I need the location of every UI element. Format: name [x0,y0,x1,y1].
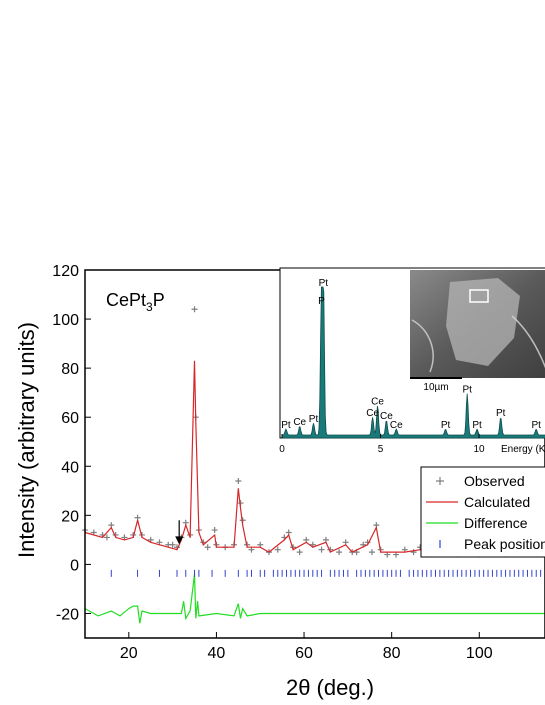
eds-peak-label-5: Ce [366,408,379,419]
difference-line [84,574,545,624]
sem-particle [446,278,520,366]
eds-spectrum-fill [281,286,545,439]
eds-peak-label-0: Pt [281,420,291,431]
y-tick-label-0: -20 [56,606,79,623]
y-tick-label-4: 60 [61,410,79,427]
observed-point-18 [191,306,198,313]
eds-peak-label-10: Pt [462,385,472,396]
observed-point-41 [318,546,325,553]
legend: Observed Calculated Difference Peak positio… [420,466,545,558]
y-tick-label-1: 0 [70,557,79,574]
observed-point-44 [336,549,343,556]
x-tick-label-1: 40 [208,645,226,662]
observed-point-34 [274,546,281,553]
y-tick-label-2: 20 [61,508,79,525]
eds-peak-label-3: P [318,296,325,307]
compound-label: CePt3P [106,290,165,314]
eds-peak-label-7: Ce [380,411,393,422]
x-tick-label-2: 60 [295,645,313,662]
observed-point-27 [235,477,242,484]
x-tick-label-4: 100 [466,645,493,662]
sem-inset: 10µm [410,270,545,393]
y-tick-label-5: 80 [61,361,79,378]
calculated-line [84,360,545,556]
legend-box [420,466,545,558]
compound-label-tail: P [153,290,165,310]
eds-peak-label-12: Pt [496,408,506,419]
y-tick-label-6: 100 [52,312,79,329]
x-tick-label-3: 80 [383,645,401,662]
y-tick-label-7: 120 [52,263,79,280]
observed-point-23 [211,527,218,534]
eds-peak-label-1: Ce [293,417,306,428]
eds-x-tick-label-1: 5 [378,444,384,455]
sem-crack [411,315,545,373]
legend-label-3: Peak position [464,536,545,552]
eds-x-tick-label-2: 10 [473,444,485,455]
eds-peak-label-11: Pt [472,420,482,431]
observed-point-13 [169,541,176,548]
x-tick-label-0: 20 [120,645,138,662]
compound-label-base: CePt [106,290,146,310]
legend-label-0: Observed [464,473,525,489]
sem-scale-label: 10µm [423,382,448,393]
observed-point-3 [103,534,110,541]
y-tick-label-3: 40 [61,459,79,476]
x-axis-title: 2θ (deg.) [286,675,374,700]
observed-point-50 [368,549,375,556]
observed-point-8 [134,514,141,521]
eds-x-tick-label-0: 0 [279,444,285,455]
legend-items: Observed Calculated Difference Peak positio… [426,473,545,552]
legend-swatch-0 [436,477,444,485]
eds-peak-label-6: Ce [371,396,384,407]
y-axis-title: Intensity (arbitrary units) [14,322,39,558]
observed-point-38 [296,549,303,556]
sem-selection-box [469,289,489,303]
legend-label-1: Calculated [464,494,530,510]
eds-ticks: 0 5 10 [279,434,485,455]
eds-peak-label-13: Pt [531,420,541,431]
compound-label-subscript: 3 [146,300,153,314]
eds-peak-label-2: Pt [309,414,319,425]
legend-label-2: Difference [464,515,528,531]
observed-point-22 [204,544,211,551]
eds-peak-label-9: Pt [441,420,451,431]
eds-x-axis-title: Energy (K [501,444,545,455]
arrow-annotation-head-0 [175,536,184,545]
eds-peak-label-4: Pt [319,278,329,289]
eds-peak-label-8: Ce [390,420,403,431]
